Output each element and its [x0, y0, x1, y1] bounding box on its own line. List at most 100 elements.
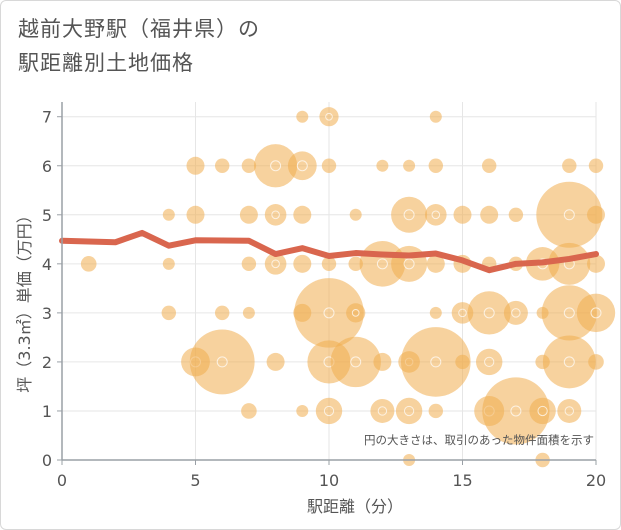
bubble-highlight — [350, 356, 362, 368]
average-price-line — [59, 229, 599, 274]
bubble — [482, 158, 497, 173]
bubble-highlight — [484, 356, 495, 368]
bubble-highlight — [271, 259, 280, 269]
bubble — [319, 107, 339, 127]
bubble-highlight — [430, 356, 442, 368]
bubble — [186, 205, 205, 224]
bubble — [395, 397, 423, 425]
bubble — [162, 208, 175, 221]
x-axis-label: 駅距離（分） — [307, 497, 403, 516]
bubble-highlight — [510, 405, 522, 417]
bubble-highlight — [403, 209, 415, 221]
bubble — [455, 354, 470, 370]
bubble — [529, 397, 556, 425]
bubble-highlight — [270, 160, 282, 172]
bubble — [588, 158, 604, 173]
bubble — [241, 256, 257, 272]
title-line-1: 越前大野駅（福井県）の — [18, 17, 260, 41]
bubble — [296, 404, 309, 417]
bubble — [330, 336, 381, 388]
bubble — [451, 302, 474, 324]
bubble-highlight — [351, 309, 360, 317]
bubble-highlight — [403, 258, 415, 270]
x-tick-label: 0 — [57, 471, 67, 490]
bubble — [296, 110, 309, 123]
bubble — [428, 158, 443, 173]
bubble — [215, 305, 230, 321]
bubble-highlight — [323, 307, 335, 319]
bubble — [429, 110, 442, 123]
bubble-highlight — [216, 356, 228, 368]
bubble-highlight — [563, 356, 575, 368]
bubble — [425, 203, 447, 226]
bubble — [241, 158, 257, 173]
bubble-highlight — [563, 209, 575, 221]
bubble-highlight — [458, 308, 467, 318]
bubble — [294, 278, 364, 348]
bubble-highlight — [590, 307, 602, 319]
bubble — [370, 398, 395, 423]
bubble — [373, 352, 392, 371]
bubble — [321, 158, 337, 173]
x-tick-label: 5 — [190, 471, 200, 490]
bubble — [476, 348, 503, 376]
bubble — [161, 305, 176, 321]
x-tick-label: 20 — [586, 471, 606, 490]
bubble — [587, 205, 605, 224]
bubble — [557, 398, 582, 423]
bubble-highlight — [511, 308, 521, 318]
bubble-highlight — [403, 405, 415, 417]
bubble-size-note: 円の大きさは、取引のあった物件面積を示す — [364, 433, 594, 447]
bubble — [189, 329, 255, 395]
y-tick-label: 4 — [42, 255, 52, 274]
bubble-highlight — [271, 210, 280, 220]
x-tick-label: 15 — [452, 471, 472, 490]
bubble — [548, 242, 591, 285]
bubble-highlight — [483, 307, 495, 319]
bubble — [349, 208, 362, 221]
bubble-highlight — [377, 406, 388, 416]
bubble-highlight — [323, 405, 335, 417]
bubble-highlight — [296, 160, 308, 172]
y-tick-label: 7 — [42, 108, 52, 127]
bubble-highlight — [564, 406, 574, 416]
y-tick-label: 0 — [42, 451, 52, 470]
bubble — [391, 245, 428, 282]
bubble — [467, 291, 511, 335]
title-line-2: 駅距離別土地価格 — [18, 51, 194, 75]
bubble — [588, 354, 604, 370]
bubble — [453, 205, 472, 224]
bubble — [536, 181, 603, 248]
y-axis-label: 坪（3.3㎡）単価（万円） — [15, 207, 34, 392]
bubble — [293, 205, 312, 224]
bubble — [562, 158, 577, 173]
bubble — [376, 159, 389, 172]
y-tick-label: 3 — [42, 304, 52, 323]
bubble-highlight — [325, 112, 333, 121]
bubble — [321, 256, 337, 272]
y-tick-label: 6 — [42, 157, 52, 176]
bubble-highlight — [563, 307, 575, 319]
x-tick-label: 10 — [319, 471, 339, 490]
bubble — [242, 306, 255, 319]
bubble — [162, 257, 175, 270]
bubble — [287, 151, 317, 181]
bubble — [315, 397, 343, 425]
bubble — [542, 335, 596, 389]
bubble — [348, 256, 363, 272]
bubble — [254, 144, 298, 188]
bubble — [293, 254, 312, 273]
bubble — [241, 403, 257, 419]
bubble — [480, 205, 499, 224]
bubble-highlight — [376, 258, 388, 270]
bubble — [266, 352, 285, 371]
bubble — [508, 207, 524, 222]
bubble — [186, 156, 205, 175]
chart-title: 越前大野駅（福井県）の 駅距離別土地価格 — [18, 12, 260, 80]
axes: 0 1 2 3 4 5 6 7 0 5 10 15 20 — [42, 102, 606, 490]
bubble — [264, 253, 287, 275]
bubble — [428, 403, 443, 419]
bubble — [576, 293, 616, 333]
bubble — [80, 256, 97, 272]
